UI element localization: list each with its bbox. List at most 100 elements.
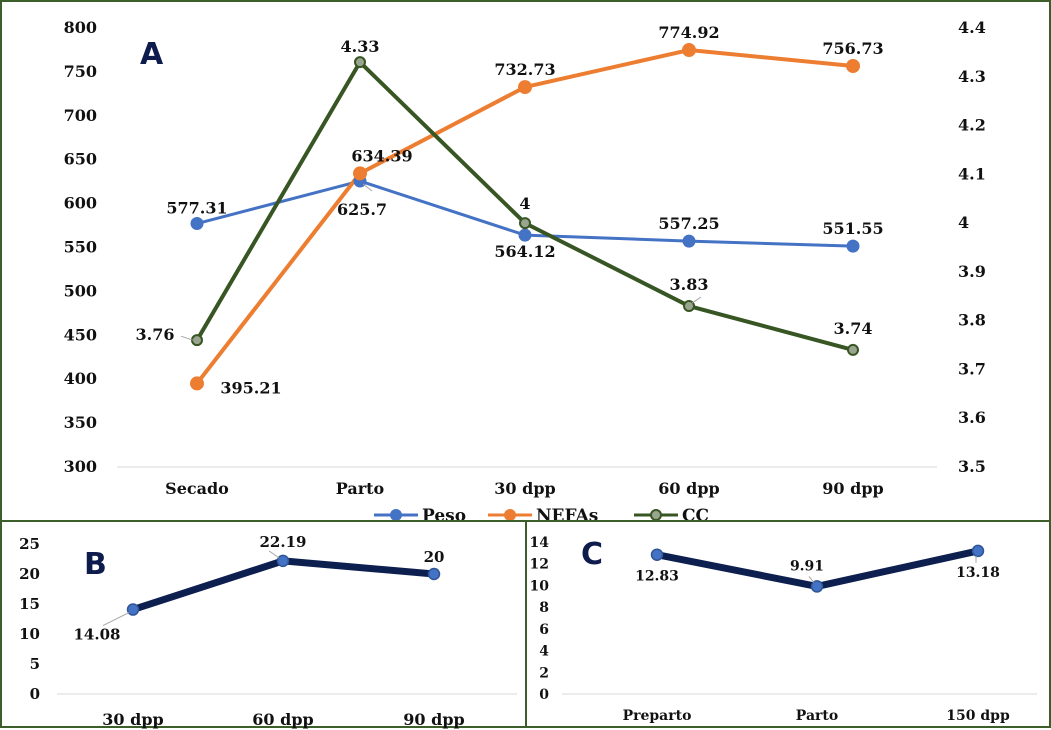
data-label-nefas-0: 395.21 xyxy=(220,378,281,397)
panel-label-c: C xyxy=(581,537,603,572)
data-label-peso-4: 551.55 xyxy=(822,219,883,238)
chart-panel-b: B 25 20 15 10 5 0 30 dpp 60 dpp 90 dpp 14.08 22.19 2… xyxy=(0,520,527,729)
y-left-tick-700: 700 xyxy=(64,106,97,125)
x-tick-c-parto: Parto xyxy=(796,708,838,724)
y-tick-c-4: 4 xyxy=(539,644,549,660)
point-nefas-4 xyxy=(846,58,860,73)
y-tick-c-14: 14 xyxy=(530,535,550,551)
y-left-tick-400: 400 xyxy=(64,369,97,388)
y-left-tick-750: 750 xyxy=(64,62,97,81)
y-tick-c-0: 0 xyxy=(539,687,549,703)
y-tick-b-10: 10 xyxy=(19,625,40,643)
data-label-peso-2: 564.12 xyxy=(494,242,555,261)
y-left-tick-500: 500 xyxy=(64,281,97,300)
y-right-tick-3-8: 3.8 xyxy=(958,311,986,330)
y-left-tick-550: 550 xyxy=(64,238,97,257)
y-tick-b-15: 15 xyxy=(19,595,40,613)
data-label-peso-3: 557.25 xyxy=(658,214,719,233)
x-tick-c-150-dpp: 150 dpp xyxy=(946,708,1010,724)
x-tick-b-60-dpp: 60 dpp xyxy=(252,710,313,729)
data-label-b-0: 14.08 xyxy=(74,626,121,644)
chart-c-svg: C 14 12 10 8 6 4 2 0 Preparto Parto 150 dpp 12.83 9.9… xyxy=(530,535,1037,724)
data-label-nefas-2: 732.73 xyxy=(494,60,555,79)
leader-line-b-1 xyxy=(268,550,280,559)
data-label-c-1: 9.91 xyxy=(790,558,824,574)
y-right-tick-3-9: 3.9 xyxy=(958,262,986,281)
point-c-1 xyxy=(810,580,824,593)
point-peso-0 xyxy=(190,217,204,231)
data-label-cc-2: 4 xyxy=(519,194,530,213)
point-nefas-3 xyxy=(682,43,696,58)
point-cc-1 xyxy=(354,56,366,69)
y-right-tick-4-3: 4.3 xyxy=(958,67,986,86)
y-left-tick-800: 800 xyxy=(64,18,97,37)
x-tick-b-30-dpp: 30 dpp xyxy=(102,710,163,729)
y-right-tick-4-2: 4.2 xyxy=(958,116,986,135)
data-label-c-0: 12.83 xyxy=(635,569,679,585)
chart-panel-c: C 14 12 10 8 6 4 2 0 Preparto Parto 150 dpp 12.83 9.9… xyxy=(525,520,1051,728)
y-tick-c-2: 2 xyxy=(539,665,549,681)
data-label-c-2: 13.18 xyxy=(956,565,1000,581)
point-c-2 xyxy=(971,544,985,558)
point-c-0 xyxy=(650,548,664,561)
y-left-tick-650: 650 xyxy=(64,150,97,169)
chart-panel-a: A 800 750 700 650 600 550 500 450 400 350 300 4.4 4.3… xyxy=(0,0,1051,526)
data-label-peso-0: 577.31 xyxy=(166,199,227,218)
legend-marker-cc xyxy=(650,509,662,521)
leader-line-b-0 xyxy=(102,612,130,626)
leader-line-0 xyxy=(180,335,194,341)
data-label-nefas-4: 756.73 xyxy=(822,39,883,58)
x-tick-c-preparto: Preparto xyxy=(623,708,692,724)
y-right-tick-4-1: 4.1 xyxy=(958,164,986,183)
chart-b-svg: B 25 20 15 10 5 0 30 dpp 60 dpp 90 dpp 14.08 22.19 2… xyxy=(19,533,517,729)
series-line-nefas xyxy=(195,48,854,385)
legend-marker-nefas xyxy=(504,509,516,521)
data-label-nefas-3: 774.92 xyxy=(658,23,719,42)
y-tick-b-20: 20 xyxy=(19,565,40,583)
x-tick-60-dpp: 60 dpp xyxy=(658,479,719,498)
point-nefas-2 xyxy=(518,80,532,95)
x-tick-b-90-dpp: 90 dpp xyxy=(403,710,464,729)
y-right-tick-3-7: 3.7 xyxy=(958,359,986,378)
y-left-tick-600: 600 xyxy=(64,194,97,213)
y-tick-c-10: 10 xyxy=(530,578,550,594)
leader-line-c-1 xyxy=(808,576,815,583)
point-b-1 xyxy=(276,554,290,568)
y-right-tick-4: 4 xyxy=(958,213,969,232)
y-right-tick-3-5: 3.5 xyxy=(958,457,986,476)
legend-marker-peso xyxy=(390,509,402,521)
point-b-2 xyxy=(427,567,441,581)
data-label-peso-1: 625.7 xyxy=(337,200,387,219)
point-nefas-0 xyxy=(190,376,204,391)
leader-line-2 xyxy=(691,296,702,304)
chart-a-svg: A 800 750 700 650 600 550 500 450 400 350 300 4.4 4.3… xyxy=(64,18,986,526)
y-tick-c-6: 6 xyxy=(539,622,549,638)
y-tick-b-25: 25 xyxy=(19,535,40,553)
point-cc-2 xyxy=(519,217,531,230)
panel-label-b: B xyxy=(84,547,107,582)
point-nefas-1 xyxy=(353,166,367,181)
y-tick-b-5: 5 xyxy=(30,655,40,673)
point-cc-3 xyxy=(683,300,695,313)
data-label-cc-3: 3.83 xyxy=(670,275,709,294)
y-right-tick-4-4: 4.4 xyxy=(958,18,986,37)
y-left-tick-450: 450 xyxy=(64,325,97,344)
point-cc-0 xyxy=(191,334,203,347)
panel-label-a: A xyxy=(140,37,164,72)
y-left-tick-350: 350 xyxy=(64,413,97,432)
data-label-cc-4: 3.74 xyxy=(834,319,873,338)
x-tick-90-dpp: 90 dpp xyxy=(822,479,883,498)
series-line-b xyxy=(131,557,435,613)
point-peso-4 xyxy=(846,239,860,253)
data-label-b-2: 20 xyxy=(424,548,445,566)
point-b-0 xyxy=(126,603,140,616)
y-left-tick-300: 300 xyxy=(64,457,97,476)
point-peso-2 xyxy=(518,228,532,242)
y-tick-c-12: 12 xyxy=(530,557,549,573)
point-peso-3 xyxy=(682,234,696,248)
y-right-tick-3-6: 3.6 xyxy=(958,408,986,427)
leader-line-1 xyxy=(362,183,373,192)
data-label-nefas-1: 634.39 xyxy=(351,146,412,165)
y-tick-b-0: 0 xyxy=(30,685,40,703)
x-tick-parto: Parto xyxy=(336,479,385,498)
